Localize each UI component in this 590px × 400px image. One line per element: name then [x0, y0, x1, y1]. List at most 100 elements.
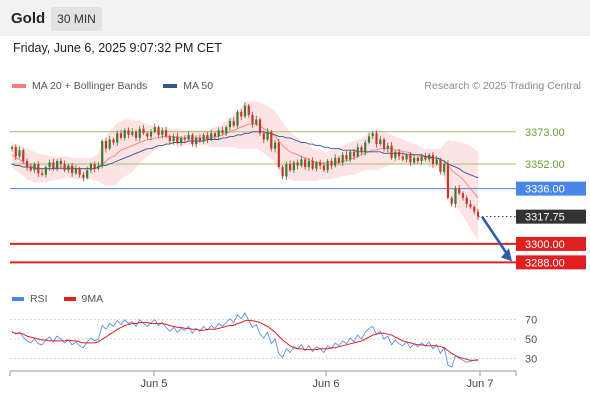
osc-tick-label-1: 50	[525, 334, 537, 346]
candle-body-92	[356, 147, 359, 157]
candle-body-52	[206, 134, 209, 140]
candle-body-78	[304, 159, 307, 168]
candle-body-9	[44, 167, 47, 175]
candle-body-80	[311, 160, 314, 169]
candle-body-38	[153, 127, 156, 132]
forecast-arrow-shaft	[480, 215, 510, 257]
legend-label-ma20: MA 20 + Bollinger Bands	[32, 80, 148, 92]
candle-body-29	[119, 133, 123, 138]
candle-body-7	[37, 164, 40, 174]
timeframe-button[interactable]: 30 MIN	[51, 7, 102, 31]
candle-body-83	[322, 165, 326, 171]
candle-body-111	[428, 154, 431, 160]
candle-body-82	[319, 162, 322, 166]
osc-tick-label-0: 70	[525, 315, 537, 327]
candle-body-107	[413, 157, 416, 163]
legend-swatch-rsi	[12, 297, 24, 301]
level-label-5: 3288.00	[525, 257, 565, 269]
candle-body-62	[243, 105, 247, 117]
candle-body-68	[266, 131, 269, 140]
candle-body-114	[439, 159, 442, 172]
candle-body-84	[326, 160, 329, 171]
bollinger-band	[12, 101, 478, 241]
candle-body-15	[67, 165, 70, 171]
candle-body-44	[176, 136, 179, 143]
candle-body-105	[405, 154, 408, 160]
candle-body-104	[401, 156, 404, 160]
candle-body-36	[146, 133, 149, 137]
oscillator-panel: 70 50 30	[10, 312, 537, 368]
candle-body-30	[123, 130, 126, 138]
candle-body-79	[307, 160, 310, 168]
candle-body-8	[40, 173, 44, 175]
candle-body-22	[93, 164, 96, 169]
candle-body-57	[225, 127, 228, 134]
candle-body-26	[108, 139, 111, 149]
candle-body-50	[198, 137, 202, 142]
candle-body-88	[341, 154, 344, 163]
legend-label-rsi: RSI	[30, 293, 48, 305]
candle-body-47	[187, 134, 190, 140]
candle-body-58	[228, 121, 232, 128]
legend-item-rsi: RSI	[12, 293, 48, 305]
candle-body-41	[164, 130, 168, 137]
candle-body-121	[465, 197, 468, 204]
candle-body-45	[180, 137, 183, 143]
candle-body-119	[458, 188, 461, 194]
candle-body-60	[236, 111, 239, 126]
candle-body-76	[296, 162, 299, 166]
candle-body-109	[420, 156, 423, 161]
candle-body-55	[217, 130, 220, 137]
candle-body-33	[134, 131, 138, 138]
instrument-title: Gold	[11, 10, 46, 27]
candle-body-12	[55, 160, 59, 169]
candle-body-40	[161, 130, 164, 135]
candle-body-4	[25, 160, 29, 168]
time-axis-label-1: Jun 6	[313, 378, 340, 390]
level-label-4: 3300.00	[525, 239, 565, 251]
rsi-line	[11, 312, 479, 368]
candle-body-116	[446, 164, 450, 198]
legend-item-9ma: 9MA	[63, 293, 104, 305]
candle-body-113	[435, 159, 438, 165]
candle-body-43	[172, 136, 175, 142]
candle-body-31	[127, 130, 130, 135]
level-label-0: 3373.00	[525, 127, 565, 139]
candle-body-6	[33, 164, 36, 171]
price-panel: 3373.00 3352.00 3336.00 3317.75 3300.00 3288.…	[10, 101, 586, 270]
candle-body-94	[364, 142, 367, 152]
candle-body-103	[397, 151, 401, 157]
candle-body-46	[183, 137, 186, 140]
candle-body-81	[315, 162, 318, 169]
candle-body-23	[97, 165, 100, 169]
time-axis-label-0: Jun 5	[141, 378, 168, 390]
candle-body-101	[390, 145, 393, 158]
candle-body-17	[74, 168, 77, 174]
legend-swatch-ma20	[12, 84, 26, 88]
candle-body-13	[59, 160, 62, 165]
legend-label-ma50: MA 50	[183, 80, 214, 92]
level-label-box-2	[516, 181, 586, 196]
candle-body-37	[149, 131, 153, 137]
candle-body-106	[409, 154, 412, 163]
candle-body-42	[168, 136, 171, 142]
candle-body-77	[300, 159, 303, 166]
ma50-line	[11, 131, 479, 179]
candle-body-59	[232, 121, 235, 126]
candle-body-21	[89, 164, 93, 171]
legend-item-ma20: MA 20 + Bollinger Bands	[12, 80, 147, 92]
candle-body-100	[386, 145, 389, 149]
candle-body-96	[371, 133, 374, 137]
oscillator-legend: RSI 9MA	[12, 293, 119, 305]
legend-swatch-9ma	[63, 297, 76, 301]
candle-body-0	[10, 147, 14, 149]
legend-label-9ma: 9MA	[81, 293, 104, 305]
candle-body-56	[221, 130, 224, 134]
candle-body-2	[18, 150, 21, 157]
candle-body-98	[379, 139, 382, 145]
candle-body-71	[277, 142, 280, 168]
candle-body-63	[247, 105, 250, 115]
candle-body-87	[337, 157, 341, 163]
level-label-box-3	[516, 209, 586, 224]
